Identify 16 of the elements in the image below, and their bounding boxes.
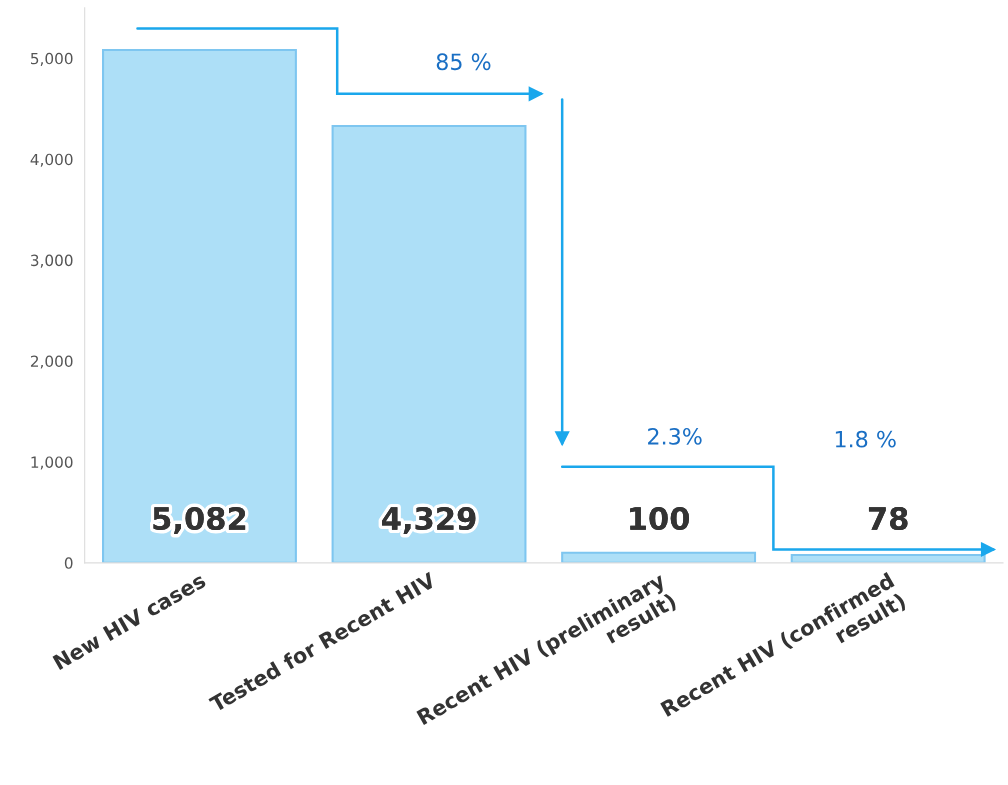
- data-label: 100: [630, 506, 690, 531]
- annotation: 1.8 %: [835, 430, 896, 448]
- y-tick-label: 2,000: [30, 355, 73, 369]
- y-tick-label: 5,000: [31, 52, 73, 66]
- y-tick-label: 1,000: [31, 456, 73, 470]
- y-tick-label: 4,000: [30, 153, 73, 167]
- bar: [561, 551, 757, 563]
- data-label: 4,329: [382, 506, 476, 534]
- bar: [102, 48, 297, 563]
- y-tick-label: 3,000: [30, 254, 73, 268]
- annotation: 2.3%: [648, 427, 702, 445]
- annotation: 85 %: [436, 53, 491, 71]
- data-label: 5,082: [153, 506, 246, 534]
- data-label: 78: [868, 506, 908, 531]
- y-tick-label: 0: [64, 557, 73, 569]
- bar: [331, 124, 527, 563]
